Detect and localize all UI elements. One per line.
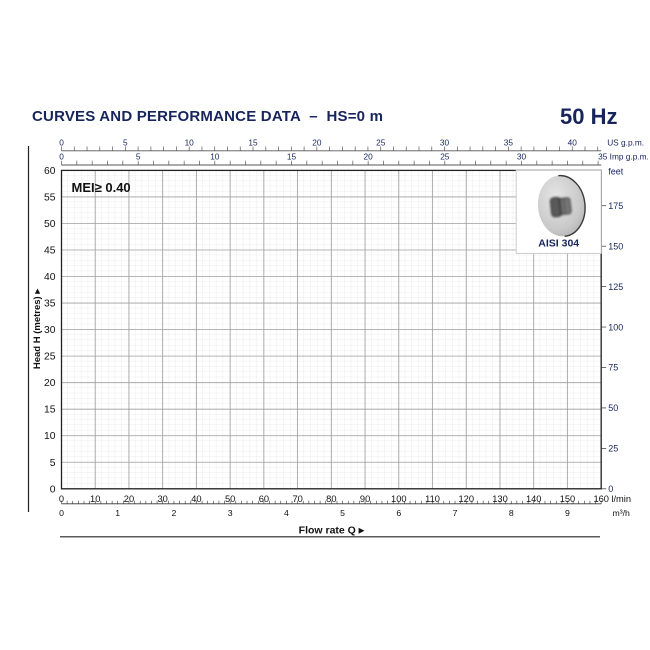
svg-text:50: 50 xyxy=(608,403,618,413)
svg-text:MEI≥ 0.40: MEI≥ 0.40 xyxy=(72,180,131,195)
svg-text:0: 0 xyxy=(50,484,56,495)
svg-text:20: 20 xyxy=(312,137,322,147)
svg-text:15: 15 xyxy=(287,152,297,162)
svg-text:l/min: l/min xyxy=(611,494,631,504)
svg-text:10: 10 xyxy=(185,137,195,147)
svg-text:60: 60 xyxy=(44,166,56,177)
svg-text:20: 20 xyxy=(364,152,374,162)
svg-text:25: 25 xyxy=(44,352,56,363)
svg-text:75: 75 xyxy=(608,363,618,373)
svg-text:5: 5 xyxy=(50,458,56,469)
svg-text:10: 10 xyxy=(44,431,56,442)
svg-text:30: 30 xyxy=(517,152,527,162)
svg-text:5: 5 xyxy=(340,508,345,518)
svg-text:1: 1 xyxy=(115,508,120,518)
svg-text:40: 40 xyxy=(568,137,578,147)
svg-text:7: 7 xyxy=(453,508,458,518)
svg-text:9: 9 xyxy=(565,508,570,518)
svg-text:0: 0 xyxy=(608,484,613,494)
svg-text:0: 0 xyxy=(59,152,64,162)
svg-text:40: 40 xyxy=(44,272,56,283)
svg-text:35: 35 xyxy=(44,299,56,310)
svg-text:15: 15 xyxy=(248,137,258,147)
svg-text:45: 45 xyxy=(44,246,56,257)
svg-text:175: 175 xyxy=(608,201,623,211)
svg-text:0: 0 xyxy=(59,137,64,147)
svg-text:10: 10 xyxy=(210,152,220,162)
svg-text:8: 8 xyxy=(509,508,514,518)
svg-text:25: 25 xyxy=(608,444,618,454)
svg-text:125: 125 xyxy=(608,282,623,292)
svg-text:feet: feet xyxy=(608,166,624,176)
svg-text:35: 35 xyxy=(504,137,514,147)
svg-text:m³/h: m³/h xyxy=(613,508,631,518)
svg-text:Flow rate Q ▸: Flow rate Q ▸ xyxy=(299,524,365,536)
svg-text:25: 25 xyxy=(440,152,450,162)
svg-text:3: 3 xyxy=(228,508,233,518)
svg-text:100: 100 xyxy=(608,322,623,332)
svg-text:35 Imp g.p.m.: 35 Imp g.p.m. xyxy=(598,152,649,162)
svg-text:5: 5 xyxy=(136,152,141,162)
svg-text:50: 50 xyxy=(44,219,56,230)
svg-text:25: 25 xyxy=(376,137,386,147)
svg-text:0: 0 xyxy=(59,508,64,518)
svg-text:4: 4 xyxy=(284,508,289,518)
svg-text:30: 30 xyxy=(440,137,450,147)
svg-text:150: 150 xyxy=(608,241,623,251)
svg-text:6: 6 xyxy=(396,508,401,518)
svg-text:30: 30 xyxy=(44,325,56,336)
svg-text:20: 20 xyxy=(44,378,56,389)
svg-text:US g.p.m.: US g.p.m. xyxy=(607,137,644,147)
svg-text:15: 15 xyxy=(44,405,56,416)
svg-text:5: 5 xyxy=(123,137,128,147)
svg-text:2: 2 xyxy=(172,508,177,518)
svg-text:55: 55 xyxy=(44,192,56,203)
svg-text:AISI 304: AISI 304 xyxy=(538,237,579,249)
